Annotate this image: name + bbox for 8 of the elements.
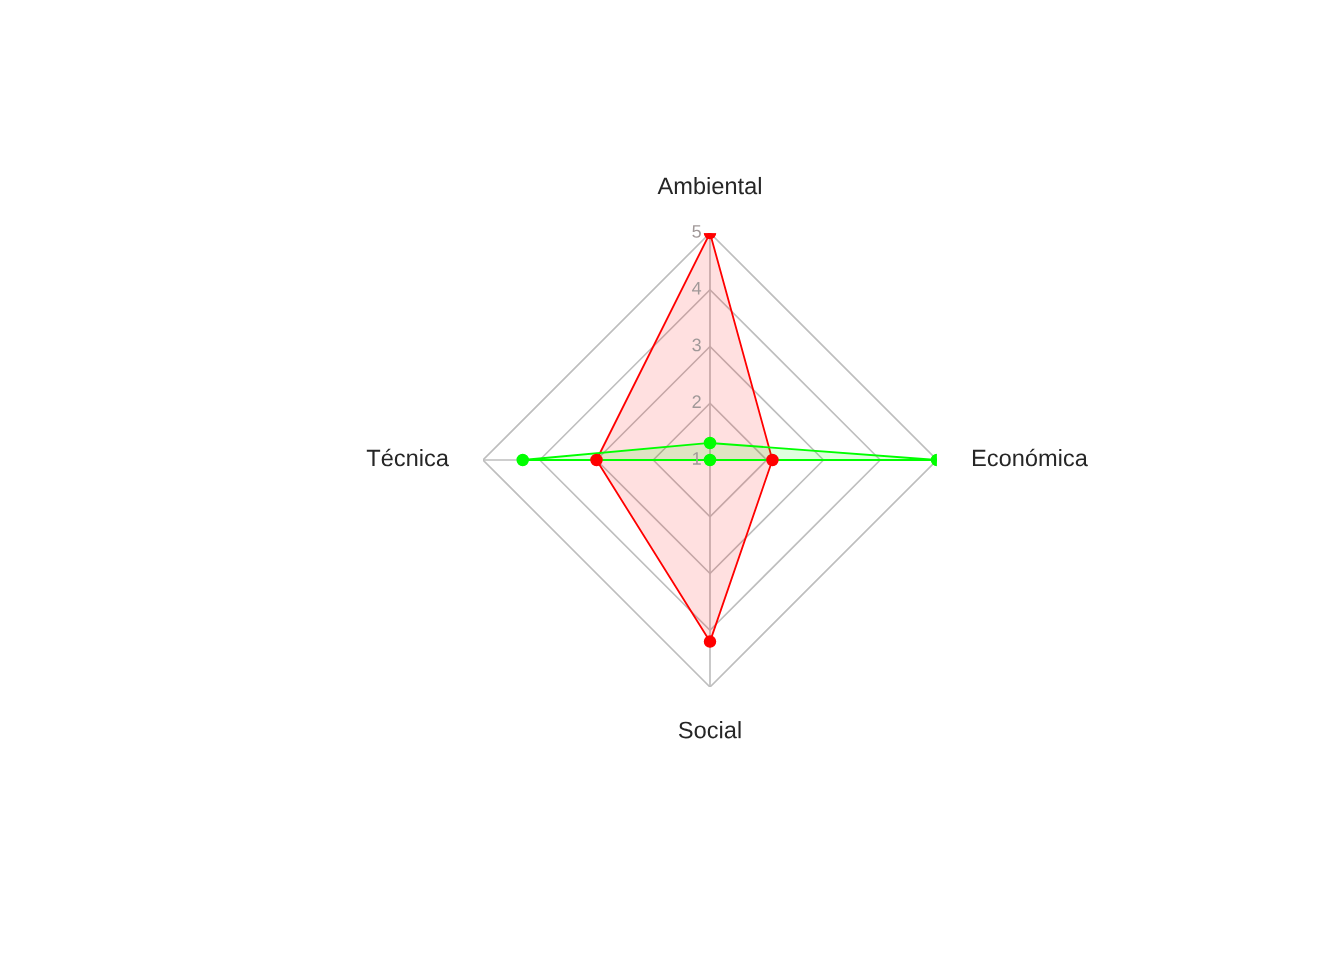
spoke-label: Ambiental [657,176,761,195]
spoke-label: Económica [972,448,1088,467]
y-tick-label: 4 [692,282,702,295]
y-tick-label: 5 [692,225,701,238]
y-tick-label: 2 [692,395,701,408]
y-tick-label: 3 [692,338,701,352]
spoke-label: Técnica [366,448,449,467]
spoke-label: Social [678,721,741,739]
